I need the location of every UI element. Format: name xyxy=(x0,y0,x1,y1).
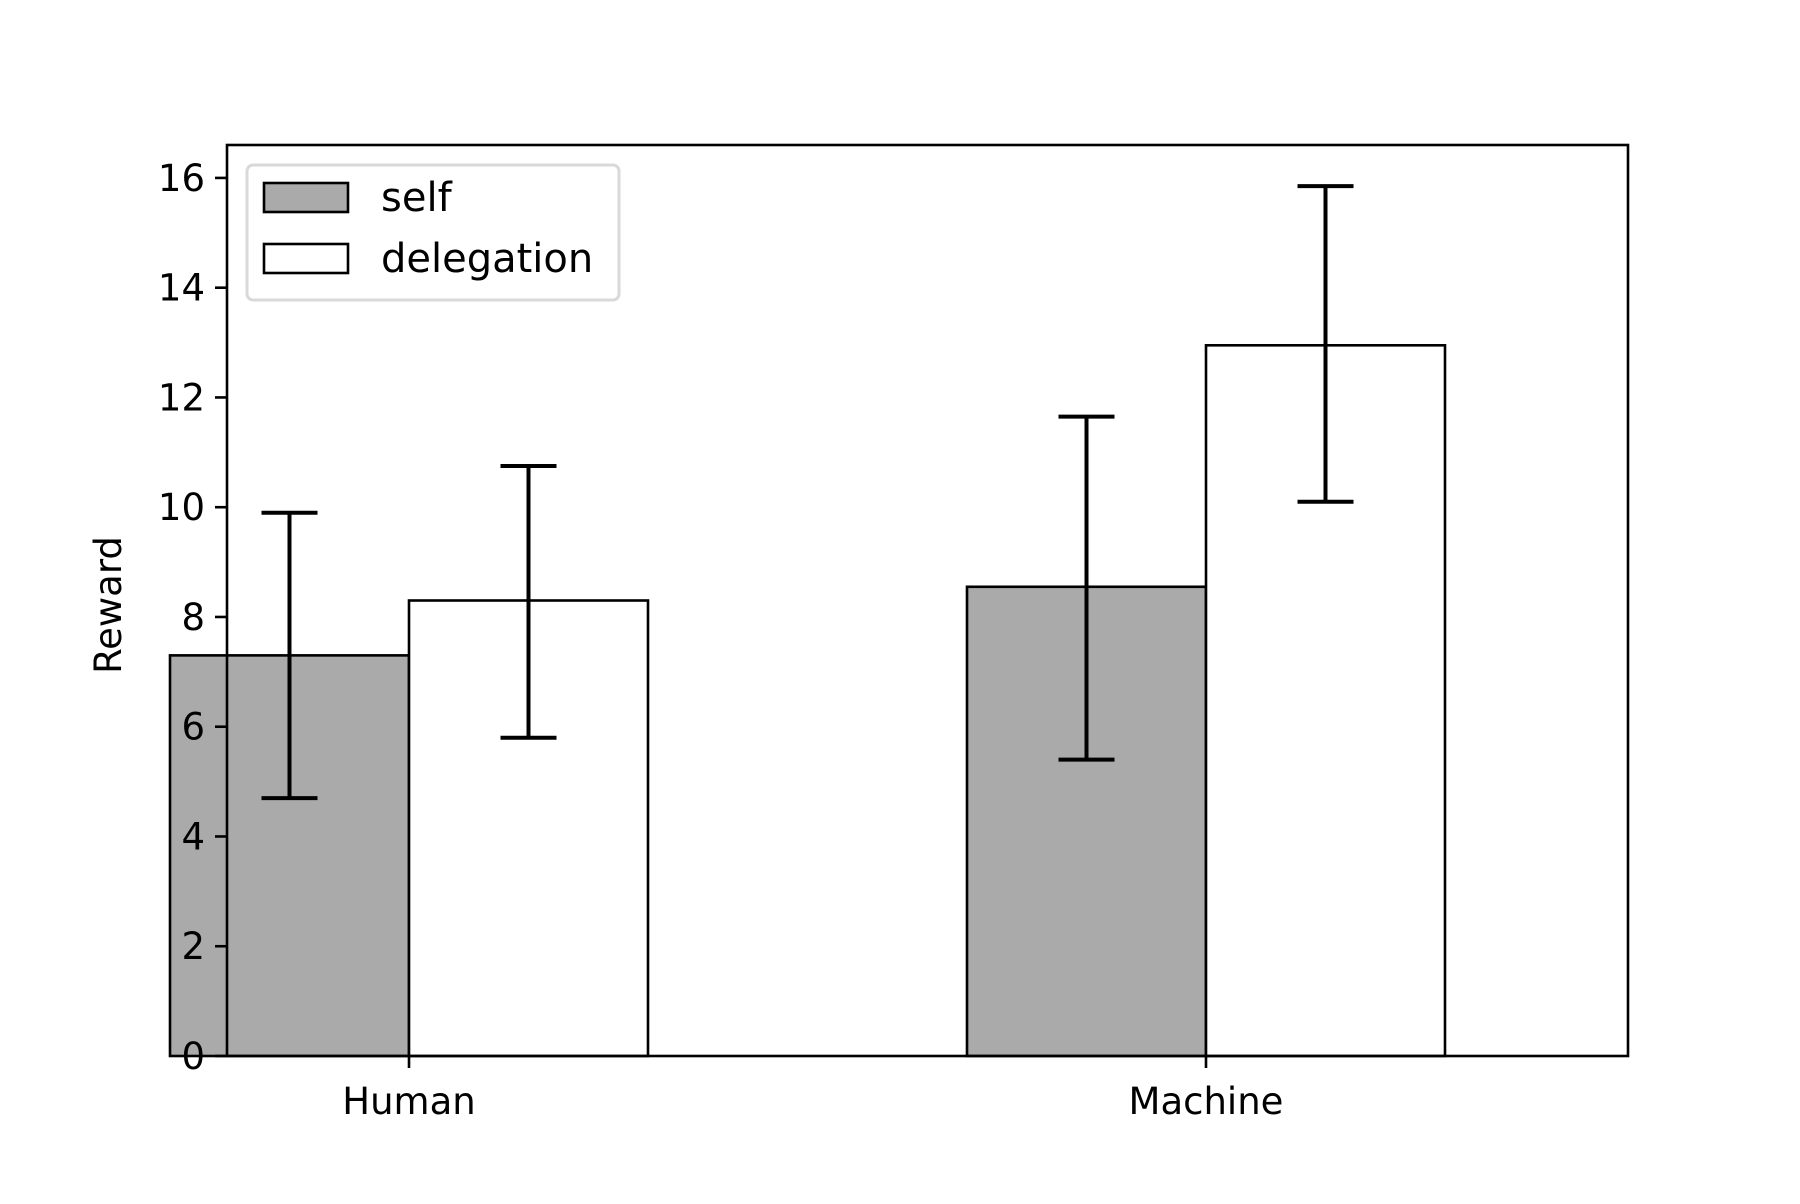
legend-label-delegation: delegation xyxy=(381,236,593,282)
y-tick-label: 14 xyxy=(158,267,205,310)
legend-label-self: self xyxy=(381,175,453,221)
y-axis-label: Reward xyxy=(87,536,130,674)
x-axis: Human Machine xyxy=(342,1056,1283,1123)
legend-swatch-self xyxy=(262,181,350,214)
plot-frame xyxy=(225,143,1630,1058)
errorbars-layer xyxy=(261,184,1354,801)
y-tick-label: 2 xyxy=(181,925,205,968)
y-tick-label: 8 xyxy=(181,596,205,639)
errorbar-delegation-human xyxy=(500,464,557,740)
x-tick-label-human: Human xyxy=(342,1080,475,1123)
y-tick-label: 10 xyxy=(158,486,205,529)
y-axis: 0 2 4 6 8 10 12 14 16 xyxy=(158,157,227,1078)
y-tick-label: 12 xyxy=(158,376,205,419)
y-tick-label: 4 xyxy=(181,815,205,858)
errorbar-self-machine xyxy=(1058,414,1115,762)
errorbar-delegation-machine xyxy=(1297,184,1354,504)
legend: self delegation xyxy=(245,163,621,302)
errorbar-self-human xyxy=(261,510,318,801)
x-tick-label-machine: Machine xyxy=(1129,1080,1284,1123)
y-tick-label: 0 xyxy=(181,1035,205,1078)
y-tick-label: 6 xyxy=(181,706,205,749)
bars-layer xyxy=(168,344,1447,1058)
y-tick-label: 16 xyxy=(158,157,205,200)
legend-swatch-delegation xyxy=(262,242,350,275)
